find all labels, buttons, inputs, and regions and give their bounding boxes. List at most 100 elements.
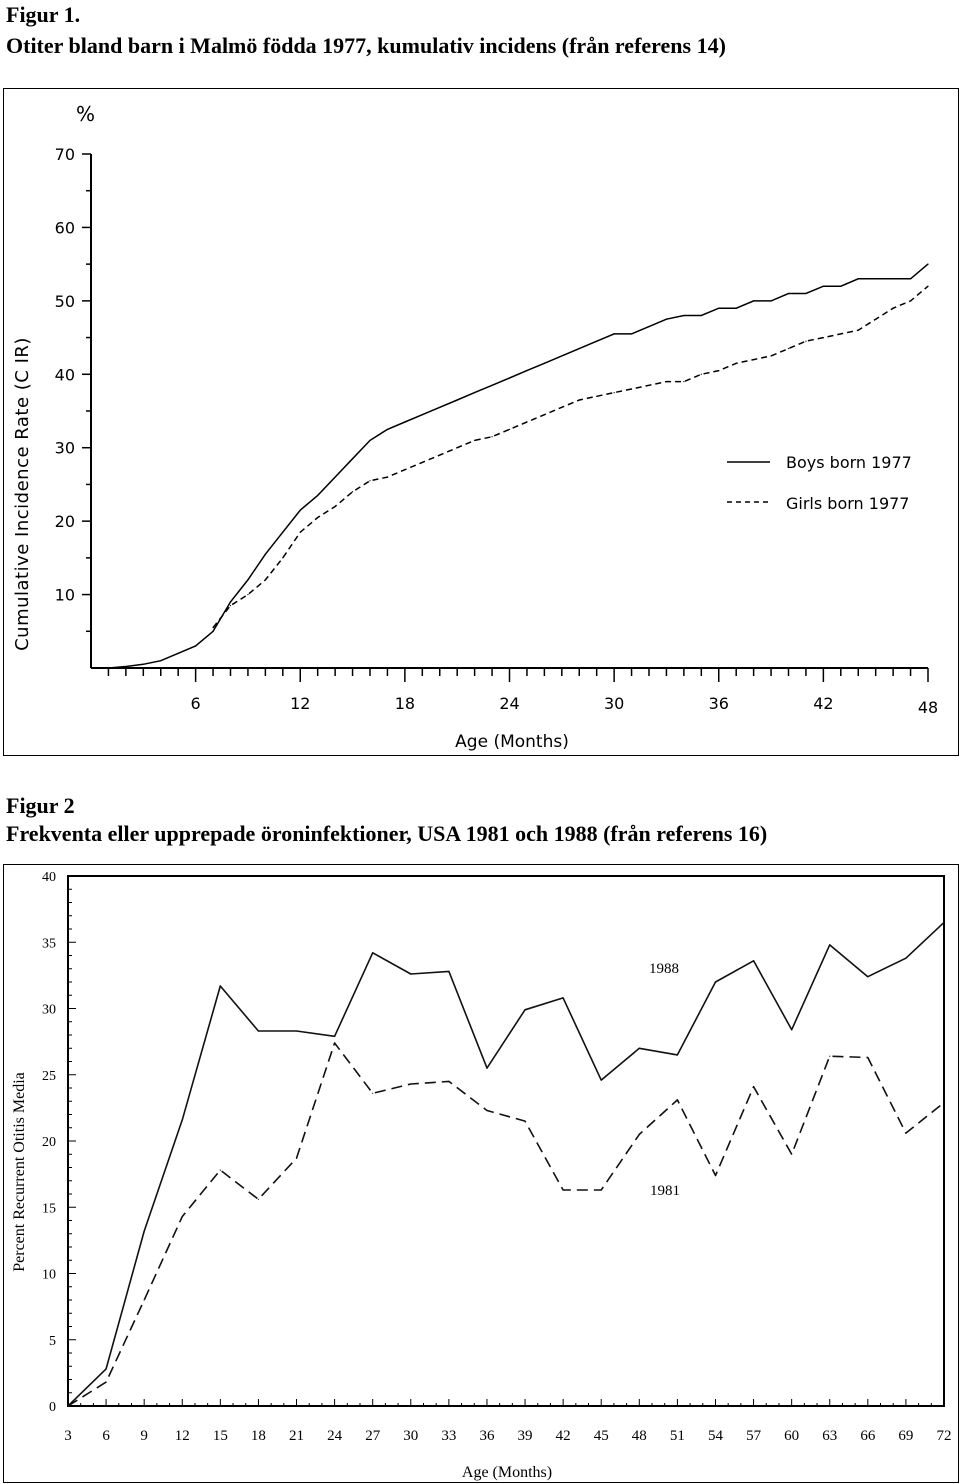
figure1-series-boys-point	[317, 494, 319, 497]
figure1-axes: 10 20 30 40 50 60 70 6 12 18 24 30 36 42 48	[55, 145, 939, 717]
figure2-series-1981-point	[372, 1092, 374, 1094]
figure1-series-lines	[107, 263, 929, 669]
figure1-x-tick-label: 12	[290, 694, 310, 713]
figure1-series-boys-point	[665, 318, 668, 320]
figure1-x-tick-label: 48	[918, 698, 938, 717]
figure1-series-boys-point	[596, 340, 598, 342]
figure2-x-tick-label: 3	[64, 1428, 72, 1444]
figure2-y-tick-label: 40	[42, 870, 56, 885]
figure1-plot: 10 20 30 40 50 60 70 6 12 18 24 30 36 42 48 % Cumulati…	[12, 102, 939, 752]
figure1-y-tick-label: 50	[55, 292, 75, 311]
figure2-x-tick-label: 6	[102, 1428, 110, 1444]
figure2-series-lines	[67, 921, 945, 1407]
figure2-series-1981-point	[486, 1109, 488, 1112]
figure2-series-1988-point	[295, 1030, 298, 1032]
figure2-series-1981-point	[714, 1174, 717, 1177]
figure1-series-girls-point	[700, 373, 702, 375]
figure2-series-1981-point	[67, 1405, 69, 1407]
figure1-series-boys-point	[561, 355, 563, 357]
figure1-x-tick-label: 18	[395, 694, 415, 713]
figure2-x-tick-label: 42	[556, 1428, 571, 1444]
figure1-series-boys-point	[334, 476, 336, 478]
figure2-series-1981-point	[524, 1120, 526, 1122]
figure2-series-1988-point	[829, 944, 831, 946]
legend-girls-label: Girls born 1977	[786, 494, 909, 513]
figure1-series-girls-point	[753, 359, 755, 361]
figure2-series-1981-point	[448, 1080, 450, 1082]
figure2-series-1981-point	[752, 1086, 755, 1088]
figure2-x-tick-label: 66	[860, 1428, 876, 1444]
figure2-plot-frame	[67, 875, 945, 1407]
figure1-series-boys-point	[578, 347, 580, 350]
figure1-series-boys-point	[160, 660, 162, 662]
figure2-caption: Frekventa eller upprepade öroninfektione…	[6, 821, 768, 846]
figure1-series-girls-point	[927, 285, 929, 287]
figure1-series-girls-point	[421, 461, 423, 463]
figure1-chart: 10 20 30 40 50 60 70 6 12 18 24 30 36 42 48 % Cumulati…	[3, 88, 959, 756]
figure2-y-tick-label: 10	[42, 1268, 56, 1283]
figure2-series-1981-point	[600, 1189, 602, 1191]
figure1-series-boys-point	[805, 292, 807, 295]
figure1-series-girls-point	[334, 505, 336, 508]
figure1-series-girls-line	[212, 285, 929, 629]
figure2-x-tick-label: 69	[898, 1428, 913, 1444]
figure1-x-tick-label: 42	[813, 694, 833, 713]
figure2-series-1981-point	[676, 1099, 678, 1101]
figure1-y-tick-label: 40	[55, 365, 75, 384]
figure1-series-girls-point	[561, 406, 563, 408]
figure2-series-1981-point	[105, 1381, 107, 1383]
figure2-x-tick-label: 54	[708, 1428, 724, 1444]
figure1-series-boys-point	[421, 414, 423, 416]
figure2-series-1988-point	[334, 1035, 336, 1037]
figure2-x-tick-label: 48	[632, 1428, 647, 1444]
figure1-series-boys-point	[892, 278, 894, 280]
figure1-y-tick-label: 60	[55, 218, 75, 237]
figure2-x-tick-label: 36	[479, 1428, 495, 1444]
figure1-series-boys-point	[700, 314, 702, 317]
figure1-series-boys-point	[369, 439, 371, 441]
figure2-series-1988-point	[562, 997, 564, 999]
figure1-series-boys-point	[456, 399, 458, 401]
figure2-series-1981-point	[867, 1056, 869, 1059]
figure1-series-girls-point	[282, 557, 284, 559]
figure2-series-1988-point	[600, 1079, 602, 1081]
figure1-series-boys-point	[351, 458, 354, 460]
figure1-series-boys-point	[386, 428, 389, 430]
figure2-series-1988-point	[867, 976, 869, 978]
figure2-series-1988-point	[943, 921, 945, 923]
figure1-x-axis-label: Age (Months)	[455, 732, 569, 752]
figure2-y-tick-label: 20	[42, 1135, 56, 1150]
figure1-series-girls-point	[665, 381, 668, 383]
figure1-series-boys-point	[212, 630, 214, 632]
figure1-y-tick-label: 10	[55, 586, 75, 605]
figure2-x-tick-label: 15	[213, 1428, 228, 1444]
figure2-series-1988-point	[105, 1368, 107, 1370]
figure1-y-unit: %	[76, 102, 95, 126]
figure2-series-1988-point	[410, 973, 412, 975]
figure1-series-boys-point	[229, 601, 232, 603]
figure1-series-girls-point	[526, 421, 528, 423]
figure1-series-boys-point	[613, 333, 615, 335]
figure1-series-girls-point	[491, 436, 493, 438]
figure2-series-1981-point	[905, 1132, 907, 1134]
figure1-series-boys-point	[875, 278, 877, 280]
figure2-x-tick-label: 45	[594, 1428, 609, 1444]
figure2-x-tick-label: 21	[289, 1428, 304, 1444]
figure2-series-1981-point	[829, 1055, 831, 1057]
figure1-series-boys-point	[840, 285, 842, 287]
figure1-series-boys-point	[909, 278, 912, 280]
figure1-series-boys-point	[439, 406, 441, 408]
figure1-legend: Boys born 1977 Girls born 1977	[727, 453, 912, 513]
figure1-series-boys-point	[526, 370, 528, 372]
figure2-y-tick-label: 15	[42, 1201, 56, 1216]
figure1-series-girls-point	[351, 491, 354, 493]
figure1-series-boys-point	[630, 333, 633, 335]
figure1-series-girls-point	[857, 329, 859, 331]
figure2-x-tick-label: 57	[746, 1428, 762, 1444]
figure1-series-boys-point	[142, 663, 144, 665]
figure2-series-1988-point	[524, 1009, 526, 1011]
figure2-x-tick-label: 9	[140, 1428, 148, 1444]
figure1-series-girls-point	[404, 469, 406, 471]
